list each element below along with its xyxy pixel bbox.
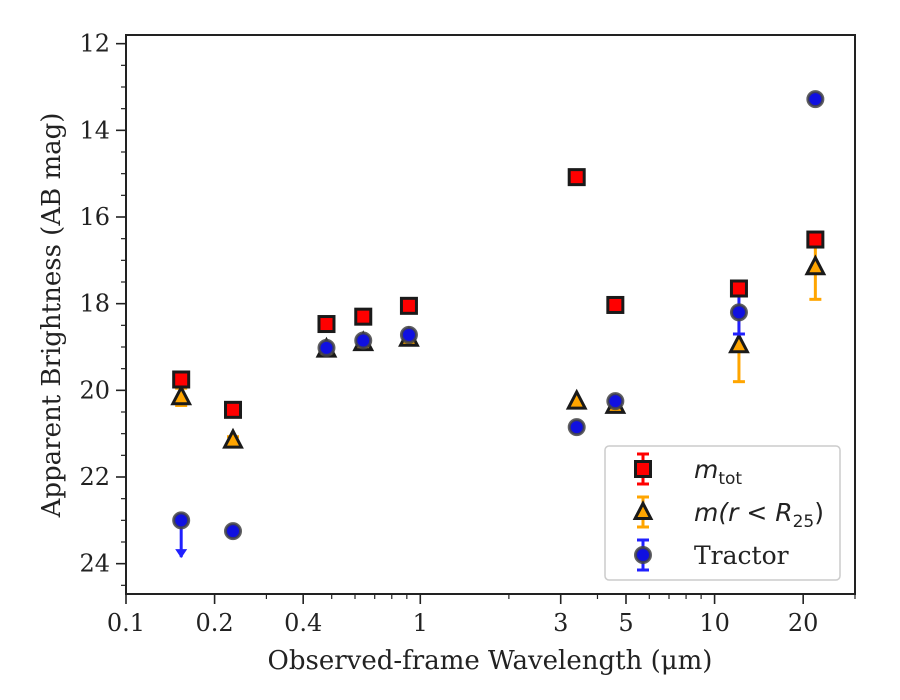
data-point-circle bbox=[354, 331, 373, 350]
data-point-triangle bbox=[804, 254, 827, 276]
legend-label: Tractor bbox=[694, 541, 789, 570]
legend-entry-triangle: m(r < R25) bbox=[632, 495, 824, 532]
legend-entry-square: mtot bbox=[634, 452, 742, 489]
y-axis-ticks: 12 14 16 18 20 22 24 bbox=[79, 30, 126, 586]
data-points-layer bbox=[170, 90, 827, 559]
data-point-circle bbox=[567, 418, 586, 437]
y-tick-label: 16 bbox=[79, 203, 110, 231]
y-tick-label: 18 bbox=[79, 290, 110, 318]
series-circle bbox=[172, 90, 825, 559]
y-tick-label: 12 bbox=[79, 30, 110, 58]
legend-label: m(r < R25) bbox=[694, 498, 824, 532]
x-axis-label: Observed-frame Wavelength (μm) bbox=[268, 646, 713, 676]
data-point-square bbox=[729, 279, 748, 298]
y-axis-label: Apparent Brightness (AB mag) bbox=[37, 113, 67, 519]
y-tick-label: 14 bbox=[79, 116, 110, 144]
legend-box bbox=[604, 445, 841, 581]
legend-entry-circle: Tractor bbox=[634, 538, 789, 572]
x-tick-label: 3 bbox=[553, 609, 568, 637]
x-tick-label: 20 bbox=[788, 609, 819, 637]
x-axis-ticks: 0.1 0.2 0.4 1 3 5 10 20 bbox=[107, 594, 856, 637]
legend: mtot m(r < R25) Tractor bbox=[604, 445, 841, 581]
legend-label: mtot bbox=[694, 455, 742, 489]
series-triangle bbox=[170, 232, 827, 449]
data-point-circle bbox=[172, 511, 191, 530]
data-point-circle bbox=[606, 392, 625, 411]
y-tick-label: 24 bbox=[79, 550, 110, 578]
legend-marker-square bbox=[634, 460, 652, 478]
data-point-circle bbox=[729, 303, 748, 322]
legend-marker-triangle bbox=[632, 500, 654, 520]
data-point-circle bbox=[399, 325, 418, 344]
x-tick-label: 0.4 bbox=[284, 609, 322, 637]
x-tick-label: 0.1 bbox=[107, 609, 145, 637]
x-tick-label: 10 bbox=[699, 609, 730, 637]
x-tick-label: 0.2 bbox=[196, 609, 234, 637]
data-point-triangle bbox=[728, 332, 750, 354]
series-square bbox=[172, 168, 825, 419]
y-tick-label: 20 bbox=[79, 376, 110, 404]
plot-frame bbox=[125, 34, 856, 595]
upper-limit-arrow bbox=[175, 549, 188, 559]
data-point-square bbox=[172, 370, 191, 389]
x-tick-label: 1 bbox=[413, 609, 428, 637]
legend-marker-circle bbox=[634, 546, 652, 564]
data-point-triangle bbox=[222, 427, 244, 449]
data-point-square bbox=[606, 295, 625, 314]
data-point-triangle bbox=[170, 384, 193, 406]
data-point-square bbox=[224, 400, 243, 419]
data-point-circle bbox=[806, 90, 825, 109]
data-point-square bbox=[354, 307, 373, 326]
data-point-square bbox=[806, 230, 825, 249]
data-point-square bbox=[567, 168, 586, 187]
data-point-square bbox=[399, 296, 418, 315]
data-point-circle bbox=[224, 522, 243, 541]
data-point-triangle bbox=[565, 388, 588, 410]
data-point-circle bbox=[317, 338, 336, 357]
x-tick-label: 5 bbox=[618, 609, 633, 637]
data-point-square bbox=[317, 315, 336, 334]
y-tick-label: 22 bbox=[79, 463, 110, 491]
